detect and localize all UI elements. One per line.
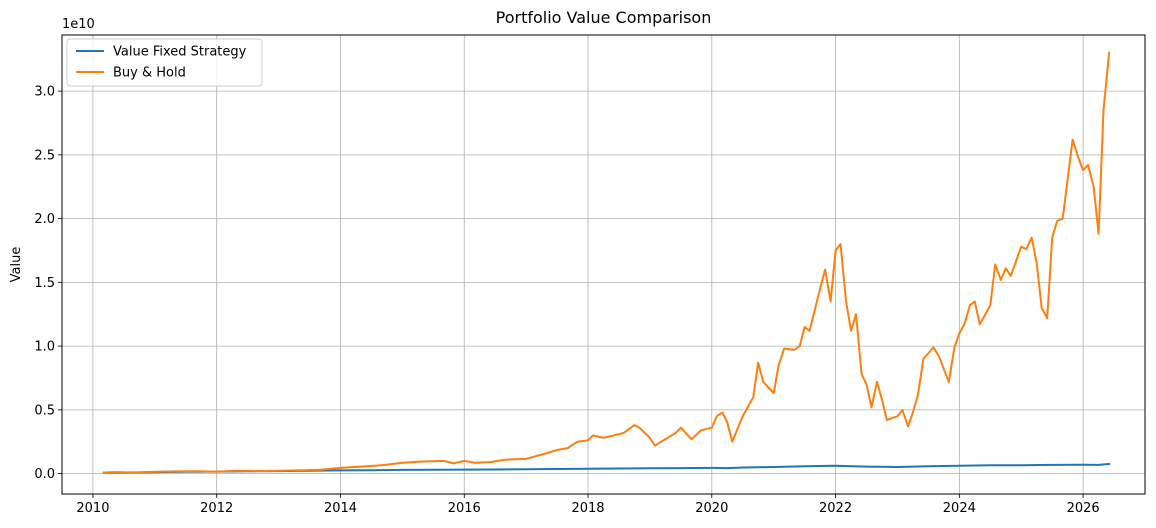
chart-title: Portfolio Value Comparison bbox=[496, 8, 712, 27]
x-tick-label: 2022 bbox=[819, 501, 852, 516]
x-tick-label: 2018 bbox=[571, 501, 604, 516]
y-tick-label: 2.5 bbox=[34, 148, 55, 163]
legend-label-value-fixed-strategy: Value Fixed Strategy bbox=[113, 45, 247, 60]
plot-frame bbox=[61, 34, 1146, 495]
x-tick-label: 2024 bbox=[943, 501, 976, 516]
y-tick-label: 3.0 bbox=[34, 85, 55, 100]
grid bbox=[62, 35, 1145, 494]
series-layer bbox=[102, 51, 1111, 474]
x-tick-label: 2026 bbox=[1067, 501, 1100, 516]
legend-box bbox=[66, 38, 263, 87]
x-tick-label: 2014 bbox=[324, 501, 357, 516]
legend-label-buy-and-hold: Buy & Hold bbox=[113, 66, 186, 81]
y-axis-label: Value bbox=[9, 247, 24, 283]
x-tick-label: 2010 bbox=[76, 501, 109, 516]
y-tick-label: 0.0 bbox=[34, 467, 55, 482]
y-tick-label: 0.5 bbox=[34, 403, 55, 418]
x-tick-label: 2012 bbox=[200, 501, 233, 516]
x-tick-label: 2016 bbox=[448, 501, 481, 516]
legend: Value Fixed Strategy Buy & Hold bbox=[66, 38, 263, 87]
series-line-buy-and-hold bbox=[102, 51, 1111, 474]
x-tick-label: 2020 bbox=[695, 501, 728, 516]
y-offset-label: 1e10 bbox=[62, 17, 95, 32]
y-axis: 0.0 0.5 1.0 1.5 2.0 2.5 3.0 bbox=[34, 85, 62, 482]
y-tick-label: 1.0 bbox=[34, 340, 55, 355]
y-tick-label: 1.5 bbox=[34, 276, 55, 291]
y-tick-label: 2.0 bbox=[34, 212, 55, 227]
x-axis: 2010 2012 2014 2016 2018 2020 2022 2024 2026 bbox=[76, 494, 1100, 516]
